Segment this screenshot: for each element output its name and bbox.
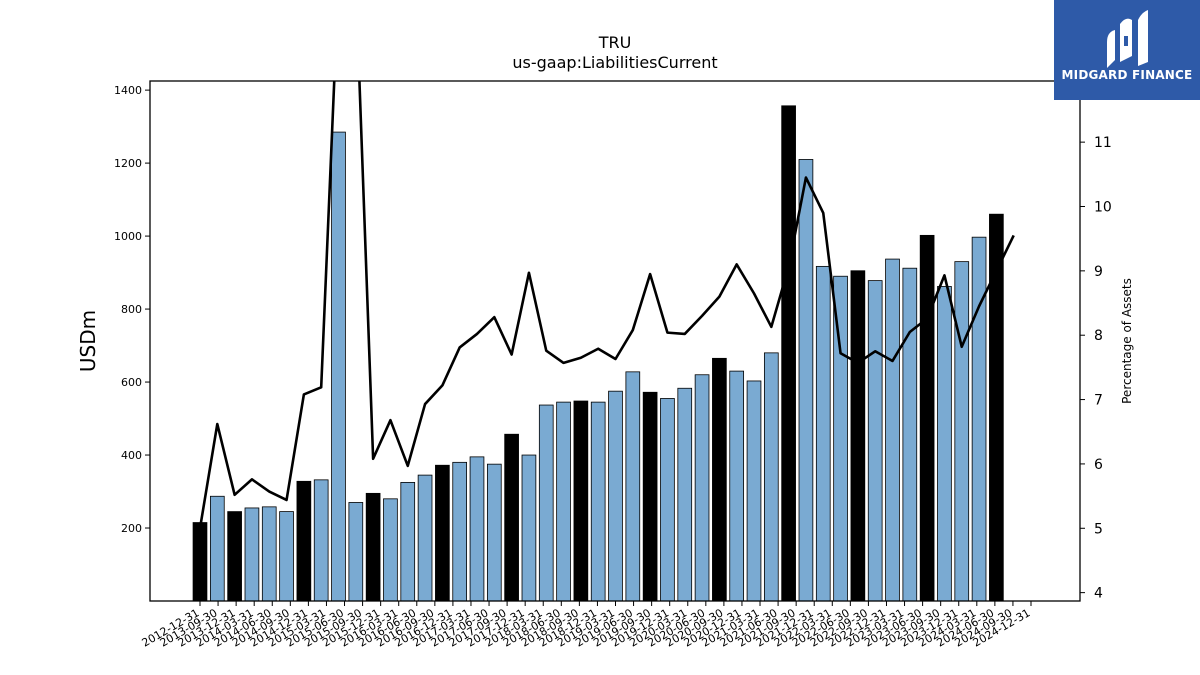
left-axis-label: USDm [76, 310, 100, 372]
bar [296, 480, 312, 602]
bar [365, 492, 381, 602]
right-axis-label: Percentage of Assets [1120, 278, 1134, 404]
y-tick-label: 1200 [114, 157, 142, 170]
bar [400, 481, 416, 602]
bar [452, 461, 468, 602]
y-tick-label: 400 [121, 449, 142, 462]
bar [763, 352, 779, 602]
logo-mark-icon [1107, 10, 1148, 68]
bar [729, 370, 745, 602]
bar [209, 495, 225, 602]
right-axis-ticks: 4 5 6 7 8 9 10 11 [1080, 135, 1112, 602]
bar [469, 456, 485, 602]
bar [279, 511, 294, 602]
bar [798, 159, 814, 602]
bar [590, 401, 606, 602]
bar [538, 404, 554, 602]
y-tick-label: 600 [121, 376, 142, 389]
series-line [198, 81, 1015, 529]
bar [521, 454, 537, 602]
y2-tick-label: 10 [1094, 199, 1112, 215]
y-tick-label: 1400 [114, 84, 142, 97]
bar [227, 511, 242, 602]
bar [331, 131, 346, 602]
bar [556, 401, 571, 602]
bar [435, 464, 450, 602]
y-tick-label: 200 [121, 522, 142, 535]
bar [815, 265, 831, 602]
bar [660, 398, 675, 602]
bar [954, 261, 970, 602]
bar [642, 391, 658, 602]
y2-tick-label: 11 [1094, 135, 1112, 151]
y-tick-label: 1000 [114, 230, 142, 243]
x-axis-ticks: 2012-12-312013-09-302013-12-312014-03-31… [140, 601, 1033, 650]
bar [192, 522, 208, 602]
bar [244, 507, 260, 602]
bar [677, 387, 693, 602]
bar [833, 275, 848, 602]
bar [261, 506, 277, 602]
bar [712, 357, 727, 602]
bar [573, 400, 589, 602]
bar [608, 390, 623, 602]
bar [348, 502, 364, 602]
y2-tick-label: 8 [1094, 328, 1103, 344]
bar [383, 498, 398, 602]
y2-tick-label: 4 [1094, 586, 1103, 602]
y2-tick-label: 9 [1094, 264, 1103, 280]
bar [850, 270, 866, 602]
bar [937, 286, 952, 602]
bar [781, 105, 796, 602]
y2-tick-label: 6 [1094, 457, 1103, 473]
brand-logo: MIDGARD FINANCE [1054, 0, 1200, 100]
bar [885, 258, 900, 602]
bar [486, 463, 502, 602]
bar [694, 374, 710, 602]
brand-name: MIDGARD FINANCE [1061, 68, 1193, 82]
bar [919, 234, 935, 602]
chart-title: TRU [598, 33, 632, 52]
bar [902, 267, 918, 602]
bar [417, 474, 433, 602]
bar [504, 433, 519, 602]
bar [746, 380, 762, 602]
y-tick-label: 800 [121, 303, 142, 316]
bar [625, 371, 641, 602]
y2-tick-label: 7 [1094, 393, 1103, 409]
bar [971, 236, 987, 602]
line-series [198, 81, 1015, 529]
left-axis-ticks: 200 400 600 800 1000 1200 1400 [114, 84, 150, 535]
bar [313, 479, 329, 602]
bar-series [192, 105, 1004, 602]
chart-subtitle: us-gaap:LiabilitiesCurrent [512, 53, 717, 72]
y2-tick-label: 5 [1094, 521, 1103, 537]
bar [867, 280, 883, 602]
